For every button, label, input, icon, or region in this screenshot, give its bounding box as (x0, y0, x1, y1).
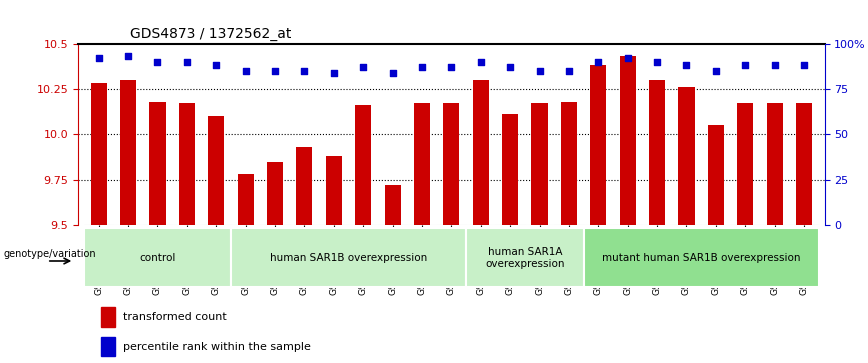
Point (503, 64, 517, 70)
Point (122, 53, 135, 59)
Text: genotype/variation: genotype/variation (3, 249, 96, 260)
Point (533, 68, 547, 74)
Point (650, 59, 664, 65)
Bar (208, 116, 224, 225)
Point (767, 62, 781, 68)
Bar (649, 80, 665, 225)
Point (298, 68, 312, 74)
Bar (326, 156, 342, 225)
Point (415, 64, 429, 70)
Bar (101, 337, 115, 356)
Bar (679, 87, 694, 225)
Text: percentile rank within the sample: percentile rank within the sample (123, 342, 311, 352)
Text: human SAR1B overexpression: human SAR1B overexpression (270, 253, 427, 263)
Point (180, 59, 194, 65)
Bar (238, 174, 253, 225)
Bar (267, 162, 283, 225)
Bar (590, 65, 607, 225)
Point (562, 68, 575, 74)
Point (709, 68, 723, 74)
Text: control: control (139, 253, 175, 263)
Point (327, 70, 341, 76)
FancyBboxPatch shape (466, 228, 583, 287)
Point (385, 70, 399, 76)
Point (474, 59, 488, 65)
FancyBboxPatch shape (583, 228, 819, 287)
Bar (149, 102, 166, 225)
Point (268, 68, 282, 74)
Bar (385, 185, 401, 225)
Bar (414, 103, 430, 225)
FancyBboxPatch shape (231, 228, 466, 287)
Point (209, 62, 223, 68)
Point (621, 55, 635, 61)
Bar (561, 102, 577, 225)
Bar (444, 103, 459, 225)
Point (356, 64, 370, 70)
Point (739, 62, 753, 68)
Text: mutant human SAR1B overexpression: mutant human SAR1B overexpression (602, 253, 800, 263)
Bar (296, 147, 312, 225)
Text: human SAR1A
overexpression: human SAR1A overexpression (485, 247, 564, 269)
Point (680, 62, 694, 68)
Text: GDS4873 / 1372562_at: GDS4873 / 1372562_at (130, 27, 292, 41)
Bar (737, 103, 753, 225)
Bar (707, 125, 724, 225)
Bar (531, 103, 548, 225)
Point (591, 59, 605, 65)
Bar (502, 114, 518, 225)
Bar (101, 307, 115, 327)
Bar (120, 80, 136, 225)
Point (150, 59, 164, 65)
Bar (355, 105, 372, 225)
Bar (766, 103, 783, 225)
Point (797, 62, 811, 68)
FancyBboxPatch shape (84, 228, 231, 287)
Bar (473, 80, 489, 225)
Bar (90, 83, 107, 225)
Point (92, 55, 106, 61)
Bar (796, 103, 812, 225)
Text: transformed count: transformed count (123, 312, 227, 322)
Bar (179, 103, 195, 225)
Bar (620, 56, 635, 225)
Point (444, 64, 458, 70)
Point (239, 68, 253, 74)
